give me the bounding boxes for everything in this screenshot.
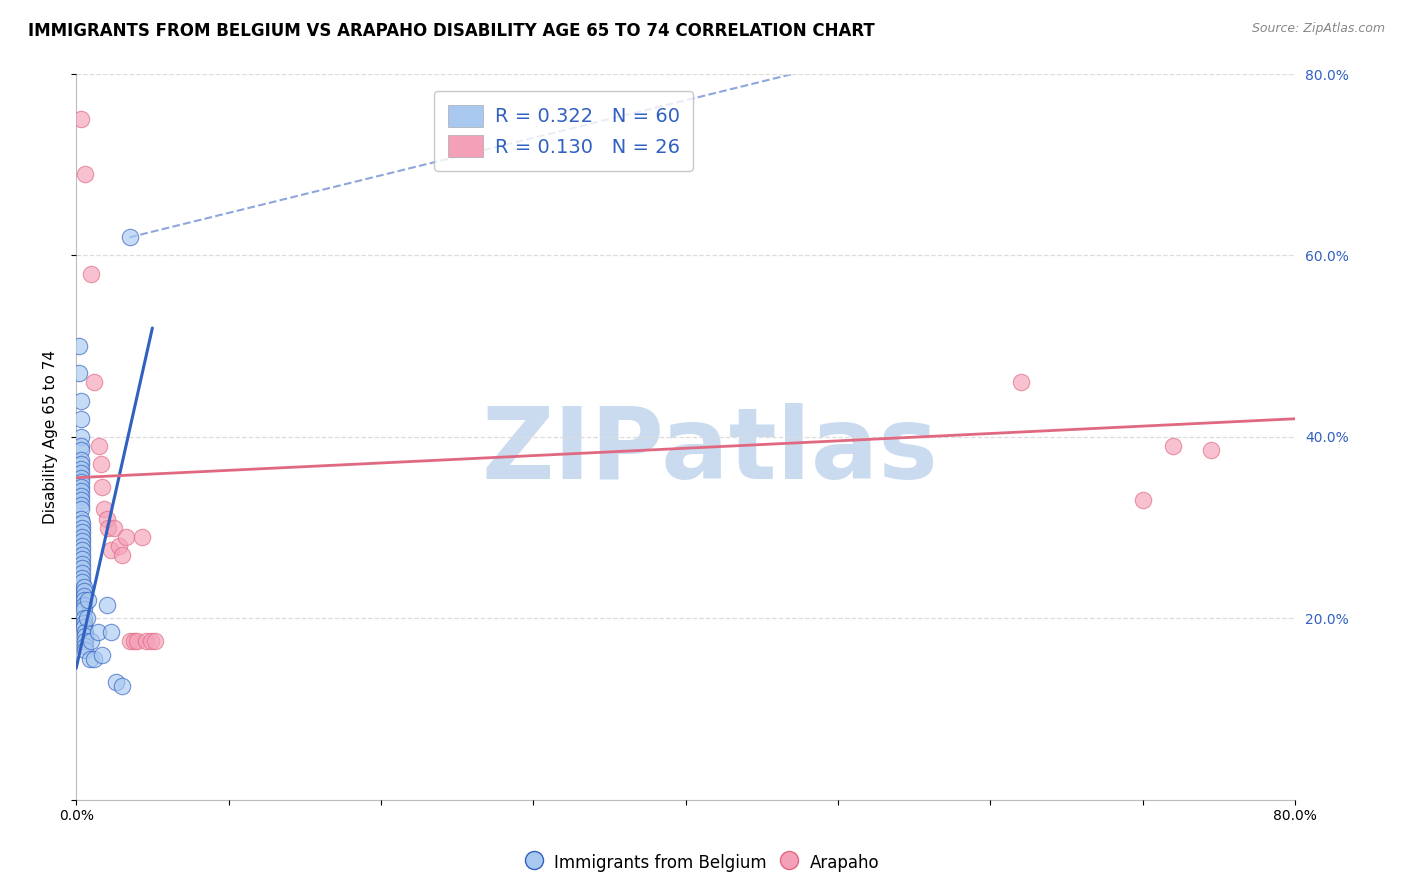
Point <box>69 475 91 490</box>
Point <box>72 570 94 584</box>
Point <box>72 530 94 544</box>
Point <box>72 557 94 571</box>
Point <box>73 620 96 634</box>
Point <box>127 634 149 648</box>
Point <box>72 575 94 590</box>
Point <box>86 624 108 639</box>
Point <box>72 520 94 534</box>
Y-axis label: Disability Age 65 to 74: Disability Age 65 to 74 <box>44 350 58 524</box>
Point <box>75 630 97 644</box>
Point <box>69 411 91 425</box>
Point <box>72 539 94 553</box>
Point <box>1132 493 1154 508</box>
Point <box>83 652 105 666</box>
Point <box>73 589 96 603</box>
Point <box>69 511 91 525</box>
Point <box>100 543 122 558</box>
Point <box>96 598 118 612</box>
Point <box>131 530 153 544</box>
Point <box>67 367 90 381</box>
Legend: R = 0.322   N = 60, R = 0.130   N = 26: R = 0.322 N = 60, R = 0.130 N = 26 <box>434 91 693 171</box>
Point <box>1163 439 1185 453</box>
Point <box>73 593 96 607</box>
Text: Source: ZipAtlas.com: Source: ZipAtlas.com <box>1251 22 1385 36</box>
Text: ZIPatlas: ZIPatlas <box>482 403 939 500</box>
Point <box>73 615 96 630</box>
Point <box>73 598 96 612</box>
Point <box>69 439 91 453</box>
Point <box>97 520 120 534</box>
Point <box>73 611 96 625</box>
Point <box>103 520 125 534</box>
Point <box>72 525 94 540</box>
Point <box>73 580 96 594</box>
Point <box>69 112 91 127</box>
Point <box>79 652 101 666</box>
Point <box>1201 443 1223 458</box>
Point <box>69 443 91 458</box>
Legend: Immigrants from Belgium, Arapaho: Immigrants from Belgium, Arapaho <box>520 846 886 880</box>
Point <box>73 602 96 616</box>
Point <box>69 393 91 408</box>
Point <box>69 493 91 508</box>
Point <box>72 534 94 549</box>
Text: IMMIGRANTS FROM BELGIUM VS ARAPAHO DISABILITY AGE 65 TO 74 CORRELATION CHART: IMMIGRANTS FROM BELGIUM VS ARAPAHO DISAB… <box>28 22 875 40</box>
Point <box>69 471 91 485</box>
Point <box>72 516 94 530</box>
Point <box>67 339 90 353</box>
Point <box>69 430 91 444</box>
Point <box>93 502 115 516</box>
Point <box>104 674 127 689</box>
Point <box>75 167 97 181</box>
Point <box>72 561 94 575</box>
Point <box>122 634 145 648</box>
Point <box>73 584 96 599</box>
Point <box>96 511 118 525</box>
Point <box>77 593 100 607</box>
Point <box>75 643 97 657</box>
Point <box>139 634 162 648</box>
Point <box>69 466 91 480</box>
Point <box>111 548 134 562</box>
Point <box>75 639 97 653</box>
Point <box>69 498 91 512</box>
Point <box>108 539 131 553</box>
Point <box>76 611 98 625</box>
Point <box>75 634 97 648</box>
Point <box>80 634 103 648</box>
Point <box>75 624 97 639</box>
Point <box>118 634 141 648</box>
Point <box>69 502 91 516</box>
Point <box>91 480 114 494</box>
Point <box>69 452 91 467</box>
Point <box>72 543 94 558</box>
Point <box>111 679 134 693</box>
Point <box>69 480 91 494</box>
Point <box>100 624 122 639</box>
Point <box>90 457 112 471</box>
Point <box>91 648 114 662</box>
Point <box>83 376 105 390</box>
Point <box>69 484 91 499</box>
Point <box>69 457 91 471</box>
Point <box>72 552 94 566</box>
Point <box>72 548 94 562</box>
Point <box>69 489 91 503</box>
Point <box>87 439 110 453</box>
Point <box>80 267 103 281</box>
Point <box>1010 376 1032 390</box>
Point <box>135 634 157 648</box>
Point <box>69 461 91 475</box>
Point <box>72 566 94 580</box>
Point <box>145 634 167 648</box>
Point <box>115 530 138 544</box>
Point <box>118 230 141 244</box>
